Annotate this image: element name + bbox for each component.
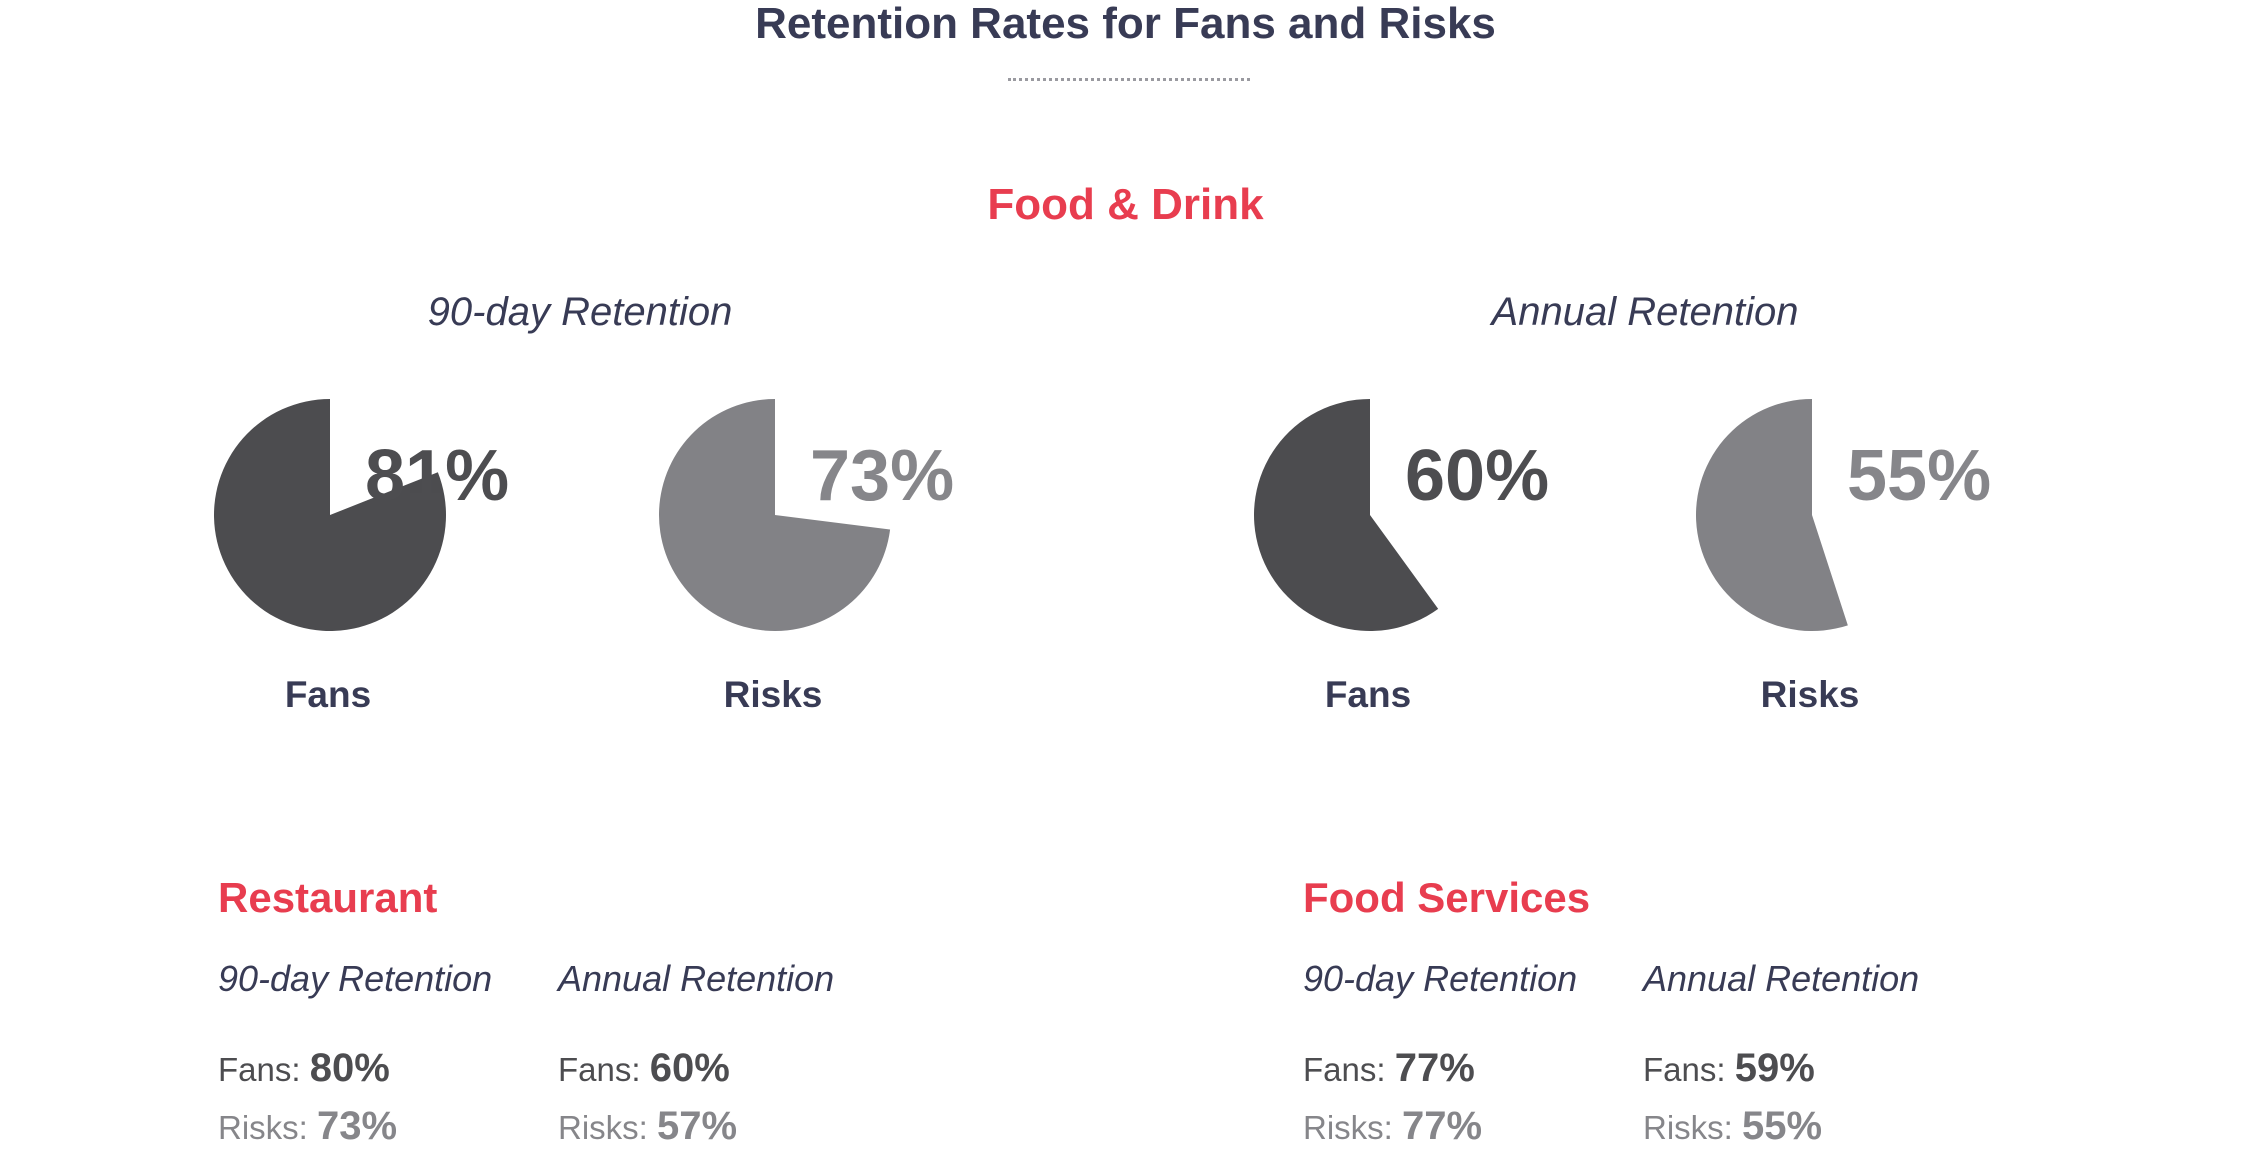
restaurant-title: Restaurant	[218, 874, 438, 921]
ninety-day-chart-title: 90-day Retention	[427, 290, 733, 334]
pie-value-label: 81%	[365, 436, 509, 516]
stat-label: Fans:	[1643, 1051, 1726, 1088]
pie-slice-fans-ninety	[214, 399, 446, 631]
stat-label: Risks:	[1303, 1109, 1393, 1146]
title-divider	[1008, 78, 1250, 81]
stat-label: Risks:	[1643, 1109, 1733, 1146]
stat-label: Fans:	[558, 1051, 641, 1088]
food-services-annual-fans: Fans: 59%	[1643, 1046, 1815, 1091]
pie-slice-risks-ninety	[659, 399, 891, 631]
pie-slice-fans-annual	[1254, 399, 1439, 631]
restaurant-annual-risks: Risks: 57%	[558, 1104, 737, 1149]
food-services-ninety-fans: Fans: 77%	[1303, 1046, 1475, 1091]
page-title: Retention Rates for Fans and Risks	[755, 0, 1496, 48]
restaurant-ninety-fans: Fans: 80%	[218, 1046, 390, 1091]
restaurant-annual-label: Annual Retention	[558, 958, 835, 999]
section-title: Food & Drink	[987, 180, 1264, 229]
food-services-annual-risks: Risks: 55%	[1643, 1104, 1822, 1149]
food-services-title: Food Services	[1303, 874, 1591, 921]
stat-label: Risks:	[218, 1109, 308, 1146]
stat-label: Risks:	[558, 1109, 648, 1146]
pie-category-label: Fans	[1325, 674, 1411, 715]
stat-value: 55%	[1742, 1104, 1823, 1148]
pie-value-label: 73%	[810, 436, 954, 516]
food-services-ninety-risks: Risks: 77%	[1303, 1104, 1482, 1149]
stat-value: 57%	[657, 1104, 738, 1148]
stat-label: Fans:	[218, 1051, 301, 1088]
stat-value: 59%	[1734, 1046, 1815, 1090]
restaurant-ninety-risks: Risks: 73%	[218, 1104, 397, 1149]
food-services-ninety-label: 90-day Retention	[1303, 958, 1578, 999]
pie-category-label: Risks	[1761, 674, 1860, 715]
pie-value-label: 55%	[1847, 436, 1991, 516]
stat-value: 73%	[317, 1104, 398, 1148]
pie-value-label: 60%	[1405, 436, 1549, 516]
stat-value: 80%	[309, 1046, 390, 1090]
pie-category-label: Risks	[724, 674, 823, 715]
pie-slice-risks-annual	[1696, 399, 1848, 631]
restaurant-ninety-label: 90-day Retention	[218, 958, 493, 999]
stat-label: Fans:	[1303, 1051, 1386, 1088]
annual-chart-title: Annual Retention	[1491, 290, 1799, 334]
stat-value: 77%	[1394, 1046, 1475, 1090]
restaurant-annual-fans: Fans: 60%	[558, 1046, 730, 1091]
stat-value: 77%	[1402, 1104, 1483, 1148]
pie-category-label: Fans	[285, 674, 371, 715]
stat-value: 60%	[649, 1046, 730, 1090]
food-services-annual-label: Annual Retention	[1643, 958, 1920, 999]
